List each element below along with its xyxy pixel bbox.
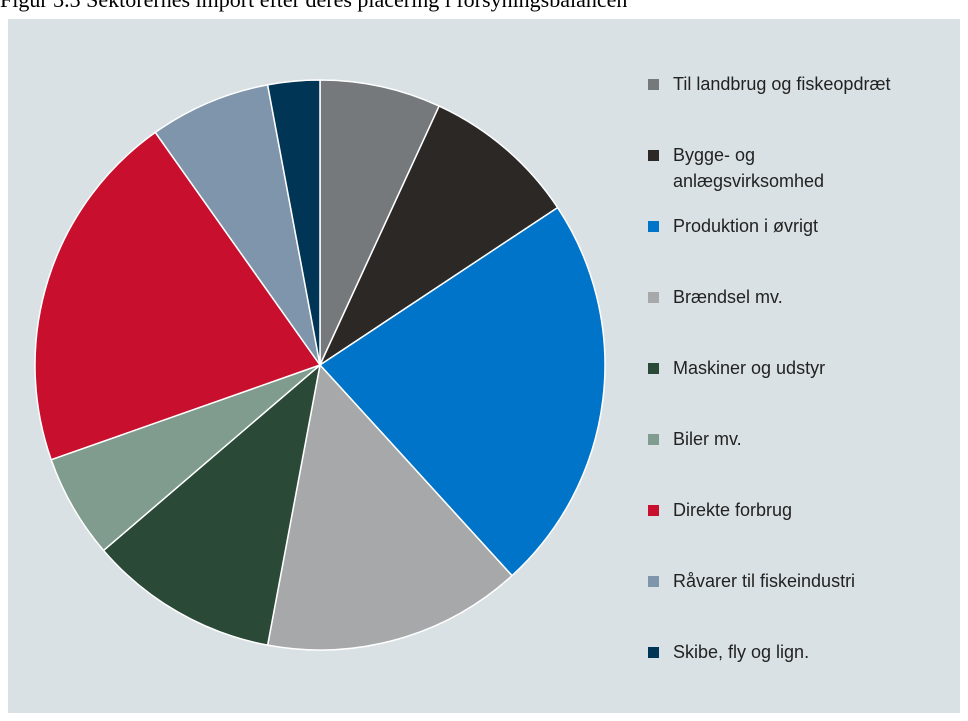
legend-swatch-6 bbox=[648, 434, 659, 445]
legend-swatch-3 bbox=[648, 221, 659, 232]
legend-swatch-5 bbox=[648, 363, 659, 374]
legend-item-8: Råvarer til fiskeindustri bbox=[648, 568, 963, 594]
chart-panel: Til landbrug og fiskeopdræt Bygge- og anl… bbox=[8, 19, 960, 713]
legend-swatch-4 bbox=[648, 292, 659, 303]
legend-item-9: Skibe, fly og lign. bbox=[648, 639, 963, 665]
legend-swatch-2 bbox=[648, 150, 659, 161]
legend: Til landbrug og fiskeopdræt Bygge- og anl… bbox=[648, 19, 958, 713]
pie-slice-1 bbox=[319, 79, 440, 366]
legend-label-9: Skibe, fly og lign. bbox=[673, 642, 810, 662]
legend-item-1: Til landbrug og fiskeopdræt bbox=[648, 71, 963, 97]
legend-item-5: Maskiner og udstyr bbox=[648, 355, 963, 381]
legend-item-6: Biler mv. bbox=[648, 426, 963, 452]
legend-item-7: Direkte forbrug bbox=[648, 497, 963, 523]
pie-slice-3 bbox=[319, 206, 606, 577]
legend-label-6: Biler mv. bbox=[673, 429, 742, 449]
legend-swatch-8 bbox=[648, 576, 659, 587]
legend-item-3: Produktion i øvrigt bbox=[648, 213, 963, 239]
legend-item-4: Brændsel mv. bbox=[648, 284, 963, 310]
pie-slice-5 bbox=[102, 364, 321, 646]
pie-slice-4 bbox=[266, 364, 513, 651]
pie-chart bbox=[34, 79, 606, 651]
legend-swatch-7 bbox=[648, 505, 659, 516]
legend-label-2: Bygge- og anlægsvirksomhed bbox=[673, 145, 825, 191]
legend-label-4: Brændsel mv. bbox=[673, 287, 783, 307]
legend-swatch-9 bbox=[648, 647, 659, 658]
legend-label-3: Produktion i øvrigt bbox=[673, 216, 819, 236]
legend-label-5: Maskiner og udstyr bbox=[673, 358, 826, 378]
legend-item-2: Bygge- og anlægsvirksomhed bbox=[648, 142, 843, 194]
pie-slice-2 bbox=[319, 105, 559, 366]
legend-label-8: Råvarer til fiskeindustri bbox=[673, 571, 856, 591]
pie-slice-7 bbox=[34, 131, 321, 461]
pie-slice-9 bbox=[266, 79, 321, 366]
pie-slice-8 bbox=[154, 84, 321, 366]
legend-label-7: Direkte forbrug bbox=[673, 500, 793, 520]
legend-swatch-1 bbox=[648, 79, 659, 90]
chart-title: Figur 3.3 Sektorernes import efter deres… bbox=[0, 0, 960, 13]
legend-label-1: Til landbrug og fiskeopdræt bbox=[673, 74, 891, 94]
